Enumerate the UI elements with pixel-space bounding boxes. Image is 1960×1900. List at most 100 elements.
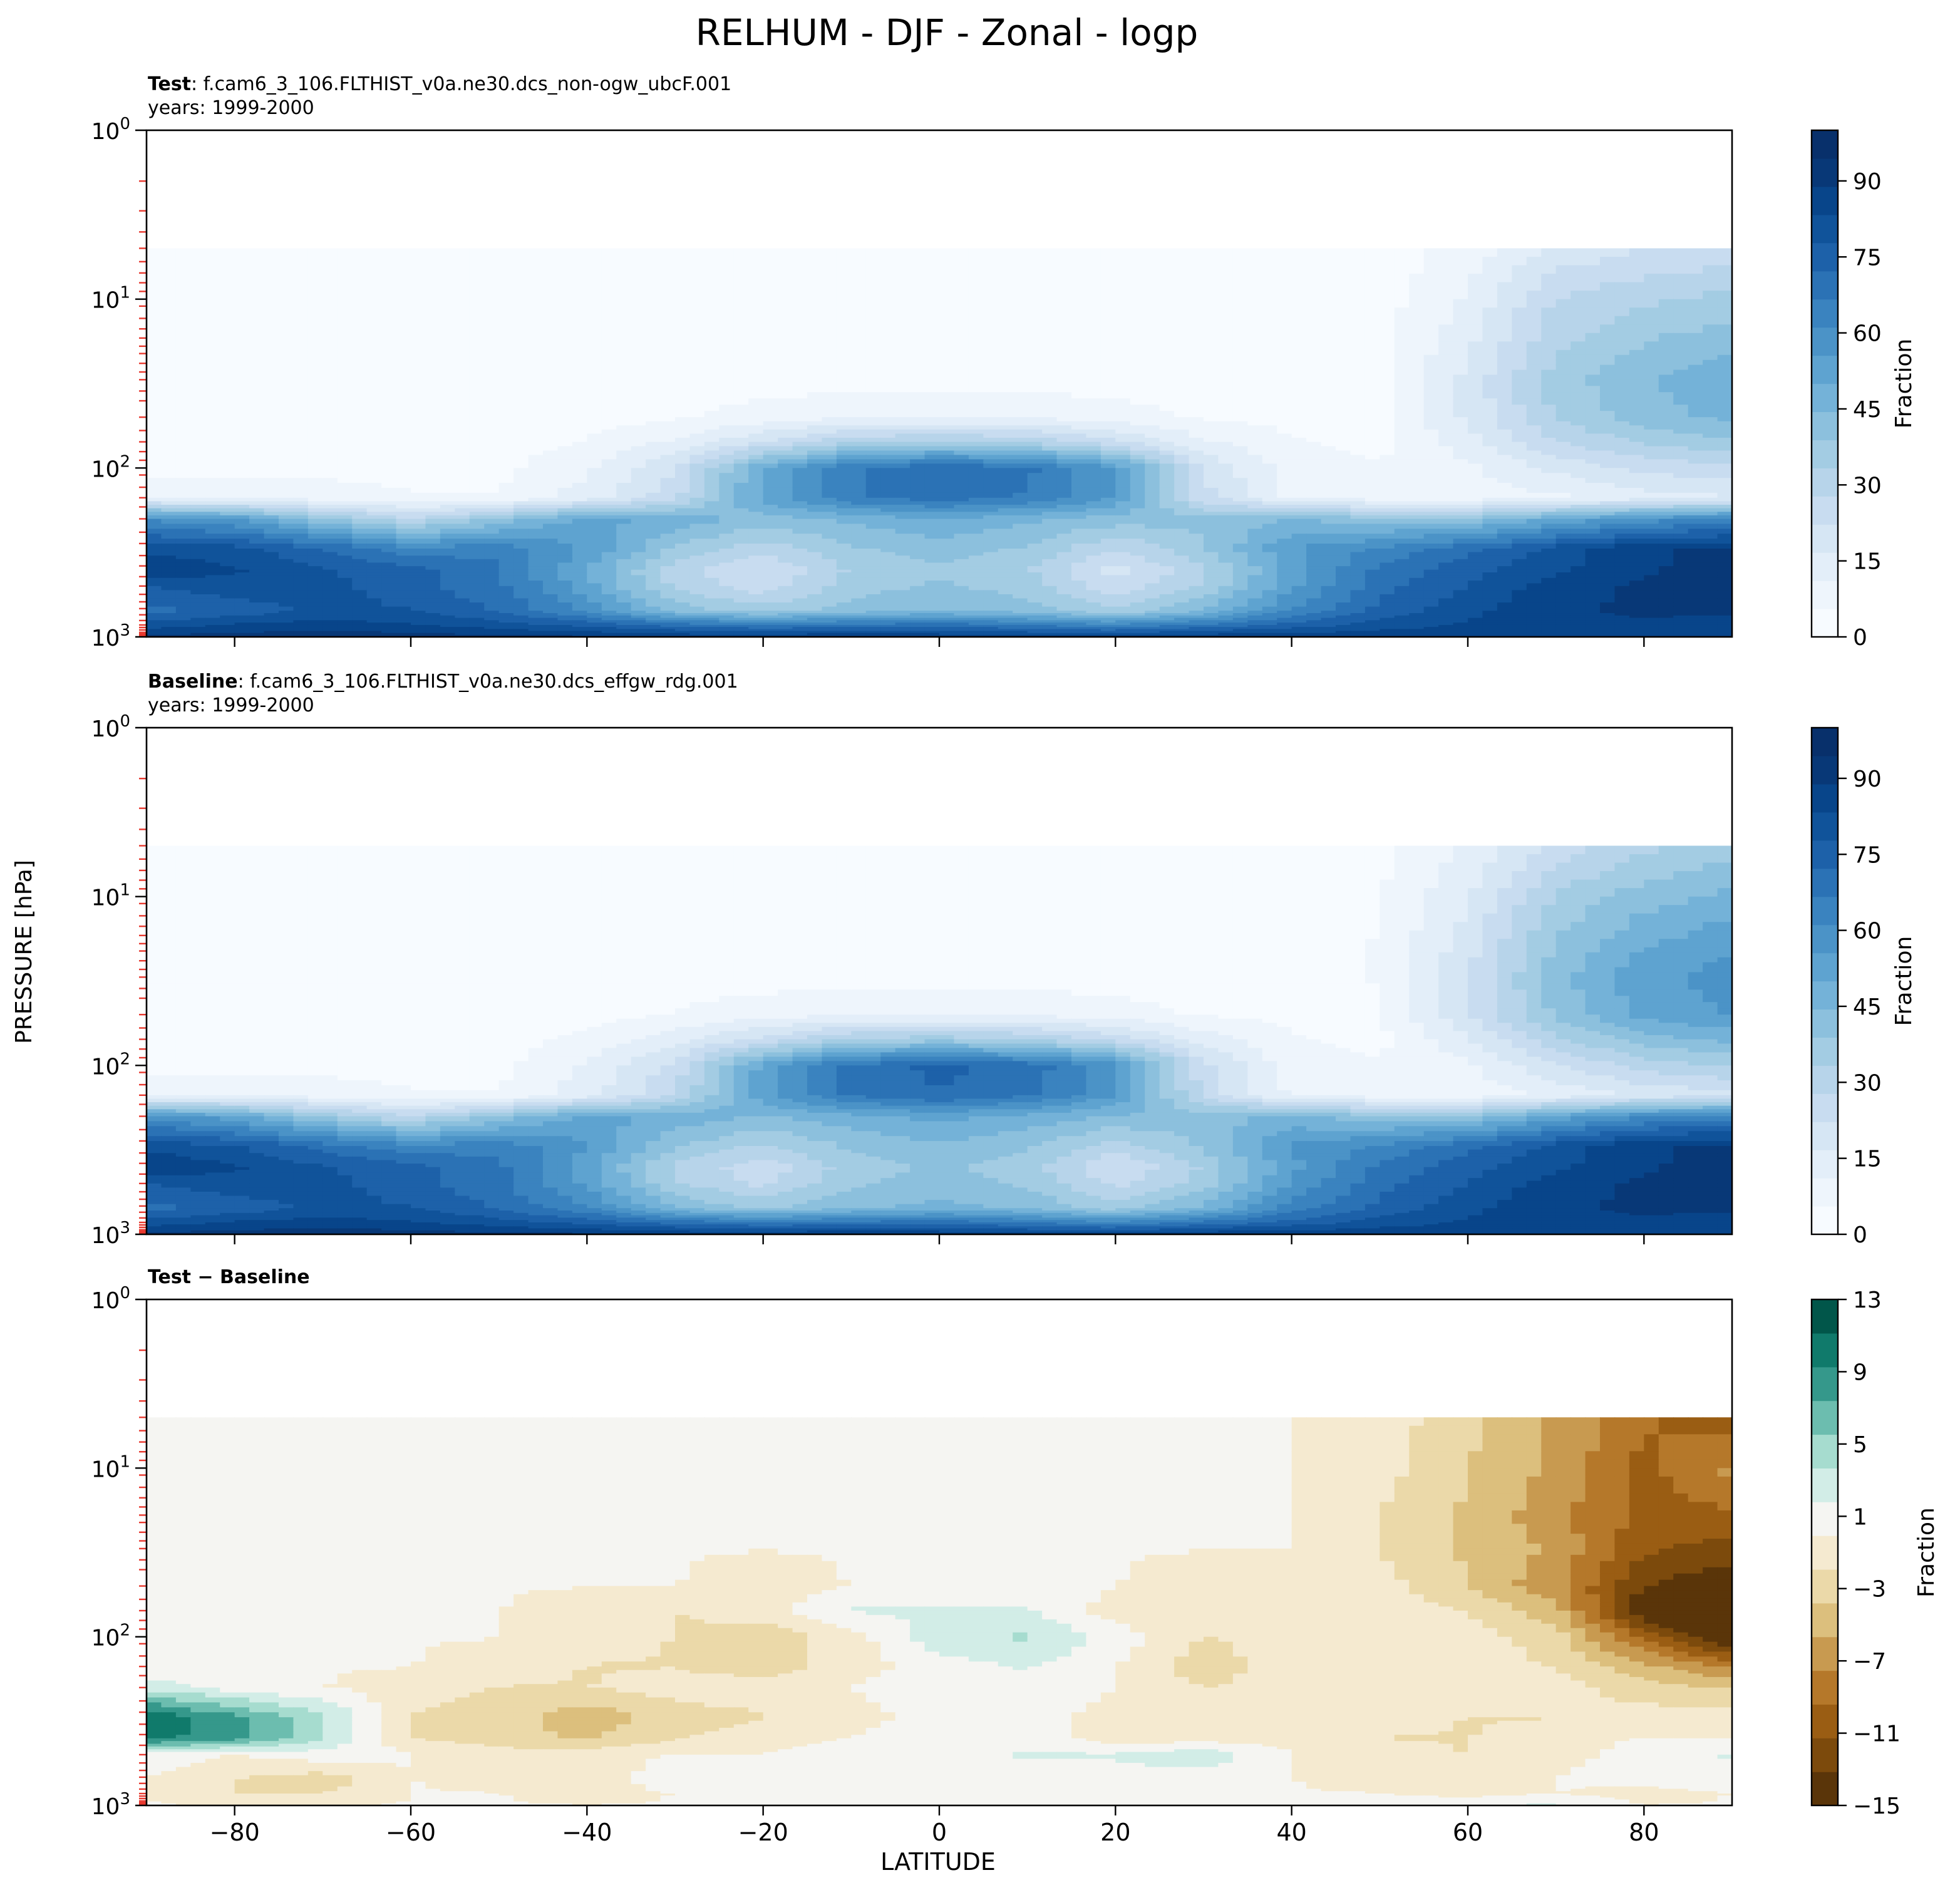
- heatmap-cell: [1423, 364, 1439, 371]
- heatmap-cell: [1291, 398, 1307, 406]
- heatmap-cell: [1145, 429, 1160, 435]
- heatmap-cell: [264, 446, 279, 452]
- heatmap-cell: [675, 441, 691, 447]
- heatmap-cell: [279, 392, 294, 400]
- heatmap-cell: [689, 386, 705, 393]
- heatmap-cell: [865, 411, 882, 418]
- heatmap-cell: [778, 450, 793, 456]
- heatmap-cell: [689, 505, 705, 509]
- heatmap-cell: [880, 429, 896, 435]
- heatmap-cell: [1232, 324, 1249, 334]
- heatmap-cell: [264, 405, 279, 411]
- x-axis-label: LATITUDE: [880, 1848, 996, 1876]
- heatmap-cell: [366, 324, 382, 334]
- heatmap-cell: [557, 425, 573, 430]
- heatmap-cell: [763, 341, 778, 351]
- heatmap-cell: [1247, 392, 1263, 400]
- heatmap-cell: [763, 291, 778, 300]
- heatmap-cell: [264, 441, 279, 447]
- heatmap-cell: [1380, 349, 1395, 356]
- heatmap-cell: [601, 437, 617, 443]
- heatmap-cell: [498, 359, 514, 366]
- heatmap-cell: [865, 374, 882, 381]
- heatmap-cell: [1350, 421, 1366, 426]
- heatmap-cell: [1585, 483, 1601, 488]
- heatmap-cell: [307, 291, 324, 300]
- heatmap-cell: [425, 282, 441, 291]
- heatmap-cell: [279, 307, 294, 317]
- heatmap-cell: [1204, 349, 1219, 356]
- heatmap-cell: [513, 512, 529, 516]
- heatmap-cell: [557, 333, 573, 343]
- heatmap-cell: [778, 282, 793, 291]
- heatmap-cell: [1364, 405, 1381, 411]
- heatmap-cell: [1086, 515, 1101, 520]
- heatmap-cell: [998, 248, 1014, 257]
- heatmap-cell: [1013, 473, 1028, 478]
- heatmap-cell: [983, 487, 999, 493]
- heatmap-cell: [366, 459, 382, 465]
- heatmap-cell: [249, 349, 265, 356]
- heatmap-cell: [1658, 398, 1674, 406]
- heatmap-cell: [1262, 450, 1278, 456]
- heatmap-cell: [307, 437, 324, 443]
- heatmap-cell: [1482, 421, 1498, 426]
- heatmap-cell: [307, 257, 324, 266]
- heatmap-cell: [1438, 374, 1454, 381]
- heatmap-cell: [1364, 354, 1381, 361]
- heatmap-cell: [660, 291, 676, 300]
- heatmap-cell: [1291, 473, 1307, 478]
- heatmap-cell: [1086, 455, 1101, 460]
- heatmap-cell: [748, 341, 764, 351]
- heatmap-cell: [1232, 392, 1249, 400]
- heatmap-cell: [469, 274, 485, 283]
- heatmap-cell: [352, 483, 368, 488]
- heatmap-cell: [1482, 316, 1498, 326]
- heatmap-cell: [851, 429, 867, 435]
- heatmap-cell: [1541, 483, 1557, 488]
- heatmap-cell: [1497, 307, 1513, 317]
- heatmap-cell: [1277, 257, 1292, 266]
- heatmap-cell: [924, 468, 940, 474]
- heatmap-cell: [895, 446, 910, 452]
- heatmap-cell: [1336, 257, 1351, 266]
- heatmap-cell: [381, 437, 397, 443]
- heatmap-cell: [1232, 492, 1249, 498]
- heatmap-cell: [513, 441, 529, 447]
- heatmap-cell: [1232, 349, 1249, 356]
- heatmap-cell: [1673, 265, 1689, 274]
- heatmap-cell: [865, 508, 882, 513]
- heatmap-cell: [822, 398, 837, 406]
- heatmap-cell: [249, 299, 265, 308]
- heatmap-cell: [205, 497, 221, 502]
- heatmap-cell: [1056, 349, 1072, 356]
- heatmap-cell: [572, 515, 588, 520]
- heatmap-cell: [175, 349, 192, 356]
- heatmap-cell: [1453, 392, 1468, 400]
- heatmap-cell: [366, 386, 382, 393]
- heatmap-cell: [337, 433, 353, 438]
- heatmap-cell: [1306, 492, 1322, 498]
- heatmap-cell: [1644, 291, 1659, 300]
- heatmap-cell: [1614, 429, 1630, 435]
- heatmap-cell: [704, 417, 720, 422]
- heatmap-cell: [352, 459, 368, 465]
- heatmap-cell: [1468, 429, 1483, 435]
- heatmap-cell: [660, 417, 676, 422]
- heatmap-cell: [807, 512, 823, 516]
- heatmap-cell: [1218, 450, 1234, 456]
- heatmap-cell: [748, 473, 764, 478]
- heatmap-cell: [763, 463, 778, 469]
- heatmap-cell: [660, 374, 676, 381]
- heatmap-cell: [1614, 341, 1630, 351]
- heatmap-cell: [1056, 459, 1072, 465]
- heatmap-cell: [675, 483, 691, 488]
- heatmap-cell: [646, 291, 661, 300]
- heatmap-cell: [983, 441, 999, 447]
- heatmap-cell: [425, 324, 441, 334]
- heatmap-cell: [1600, 364, 1616, 371]
- heatmap-cell: [307, 417, 324, 422]
- heatmap-cell: [733, 473, 750, 478]
- heatmap-cell: [1100, 429, 1117, 435]
- heatmap-cell: [1174, 421, 1190, 426]
